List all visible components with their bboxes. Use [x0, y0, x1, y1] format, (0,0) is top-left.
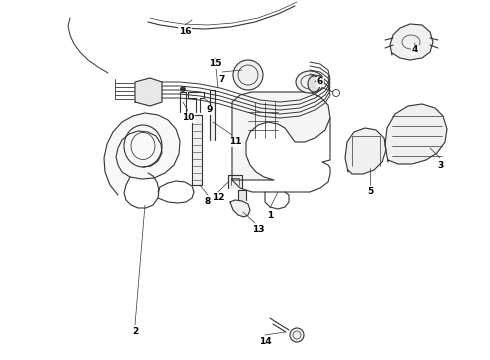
- Text: 5: 5: [367, 188, 373, 197]
- Text: 7: 7: [219, 76, 225, 85]
- Ellipse shape: [296, 71, 324, 93]
- Polygon shape: [232, 92, 330, 180]
- Text: 8: 8: [205, 198, 211, 207]
- Text: 9: 9: [207, 105, 213, 114]
- Text: 2: 2: [132, 328, 138, 337]
- Polygon shape: [390, 24, 433, 60]
- Text: 1: 1: [267, 211, 273, 220]
- Polygon shape: [192, 115, 202, 185]
- Text: 6: 6: [317, 77, 323, 86]
- Polygon shape: [345, 128, 386, 174]
- Text: 13: 13: [252, 225, 264, 234]
- Polygon shape: [238, 190, 246, 200]
- Ellipse shape: [233, 60, 263, 90]
- Text: 14: 14: [259, 338, 271, 346]
- Polygon shape: [385, 104, 447, 164]
- Text: 16: 16: [179, 27, 191, 36]
- Polygon shape: [104, 113, 180, 195]
- Ellipse shape: [290, 328, 304, 342]
- Text: 10: 10: [182, 113, 194, 122]
- Polygon shape: [230, 200, 250, 217]
- Text: 12: 12: [212, 194, 224, 202]
- Polygon shape: [210, 90, 215, 140]
- Polygon shape: [135, 78, 162, 106]
- Ellipse shape: [180, 86, 186, 91]
- Text: 4: 4: [412, 45, 418, 54]
- Ellipse shape: [308, 76, 320, 92]
- Text: 11: 11: [229, 138, 241, 147]
- Text: 15: 15: [209, 59, 221, 68]
- Text: 3: 3: [437, 161, 443, 170]
- Polygon shape: [228, 175, 242, 188]
